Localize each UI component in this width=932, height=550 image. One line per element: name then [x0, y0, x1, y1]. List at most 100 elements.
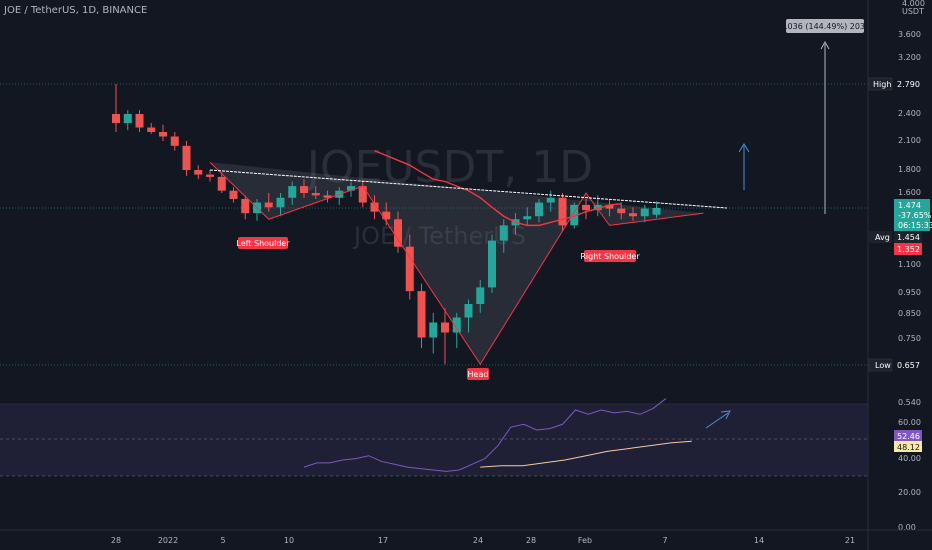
candle-body — [264, 202, 273, 208]
rsi-line — [303, 398, 667, 472]
date-label: Feb — [578, 536, 592, 545]
rsi-arrow-line — [705, 412, 729, 429]
candle-body — [546, 197, 555, 203]
date-label: 5 — [220, 536, 225, 545]
candle-body — [582, 204, 590, 211]
open-value-box — [894, 243, 922, 255]
candle-body — [464, 304, 473, 318]
candle-body — [229, 190, 238, 199]
last-change: -37.65% — [898, 211, 932, 220]
candle-body — [323, 195, 332, 198]
candle-body — [452, 317, 461, 333]
low-value-box — [894, 359, 922, 371]
pattern-outline — [209, 161, 704, 366]
candle-body — [182, 145, 191, 170]
candle-body — [488, 240, 496, 288]
avg-tag-label: Avg — [875, 233, 890, 242]
rsi-tick: 40.00 — [898, 454, 921, 463]
candle-body — [417, 291, 426, 338]
candle-body — [347, 186, 355, 191]
head-shoulders-lines — [209, 161, 728, 366]
candle-body — [640, 208, 649, 217]
candle-body — [112, 114, 120, 123]
high-value-box — [894, 78, 922, 90]
open-value: 1.352 — [897, 245, 920, 254]
candle-body — [394, 219, 402, 247]
measure-arrowhead — [820, 40, 830, 50]
avg-value: 1.454 — [897, 233, 920, 242]
last-price: 1.474 — [898, 201, 921, 210]
moving-average-line — [374, 150, 622, 227]
pattern-area — [210, 162, 704, 365]
candle-body — [123, 114, 132, 123]
candle-body — [652, 208, 661, 215]
right-shoulder-label: Right Shoulder — [580, 252, 640, 261]
last-price-tag — [894, 199, 930, 231]
left-shoulder-tag — [238, 237, 288, 249]
head-tag — [467, 368, 489, 380]
candle-body — [405, 246, 414, 292]
date-label: 24 — [473, 536, 483, 545]
high-tag-label: High — [873, 80, 891, 89]
price-tick-top: 4.000 — [902, 0, 925, 8]
rsi-value: 52.46 — [897, 432, 920, 441]
date-label: 10 — [284, 536, 294, 545]
candle-body — [429, 322, 438, 338]
avg-value-box — [894, 231, 922, 243]
high-value: 2.790 — [897, 80, 920, 89]
watermark-main: JOEUSDT, 1D — [304, 142, 593, 193]
candle-body — [159, 132, 167, 137]
rsi-band — [0, 404, 868, 476]
measure-label-box — [786, 19, 864, 33]
candle-body — [135, 114, 144, 128]
neckline — [209, 169, 728, 209]
price-tick: 3.600 — [898, 30, 921, 39]
rsi-ma-line — [480, 440, 692, 468]
rsi-tick: 20.00 — [898, 488, 921, 497]
countdown: 06:15:33 — [898, 221, 932, 230]
candle-body — [288, 186, 297, 198]
date-label: 28 — [111, 536, 121, 545]
measure-label: 2.036 (144.49%) 2036 — [780, 22, 870, 31]
target-arrowhead — [738, 143, 750, 153]
candle-body — [476, 287, 485, 304]
candle-body — [358, 186, 367, 203]
candle-body — [300, 186, 308, 193]
symbol-title: JOE / TetherUS, 1D, BINANCE — [3, 5, 147, 16]
price-tick: 2.400 — [898, 109, 921, 118]
candle-body — [217, 176, 226, 191]
price-tick: 2.100 — [898, 136, 921, 145]
date-label: 14 — [754, 536, 764, 545]
candle-body — [382, 211, 391, 220]
price-tick: 1.100 — [898, 260, 921, 269]
date-label: 17 — [378, 536, 388, 545]
candle-body — [629, 213, 637, 217]
price-tick: 0.950 — [898, 288, 921, 297]
candle-body — [147, 127, 156, 132]
rsi-tick: 60.00 — [898, 418, 921, 427]
date-label: 2022 — [158, 536, 178, 545]
candle-body — [605, 204, 614, 209]
candle-body — [558, 197, 567, 226]
price-currency: USDT — [902, 7, 924, 16]
low-tag-box — [868, 358, 893, 372]
date-label: 21 — [845, 536, 855, 545]
rsi-ma-box — [894, 441, 922, 452]
head-shoulders-fill — [210, 162, 704, 365]
price-tick: 3.200 — [898, 53, 921, 62]
rsi-arrowhead — [720, 410, 731, 420]
candle-body — [276, 197, 285, 208]
candle-body — [170, 136, 179, 146]
candle-body — [311, 193, 320, 196]
price-tick: 0.850 — [898, 309, 921, 318]
candle-body — [617, 208, 626, 214]
low-tag-label: Low — [875, 361, 891, 370]
high-tag-box — [868, 77, 893, 91]
candle-body — [206, 174, 214, 177]
candle-body — [593, 204, 602, 211]
candle-body — [194, 170, 203, 175]
date-label: 28 — [526, 536, 536, 545]
low-value: 0.657 — [897, 361, 920, 370]
